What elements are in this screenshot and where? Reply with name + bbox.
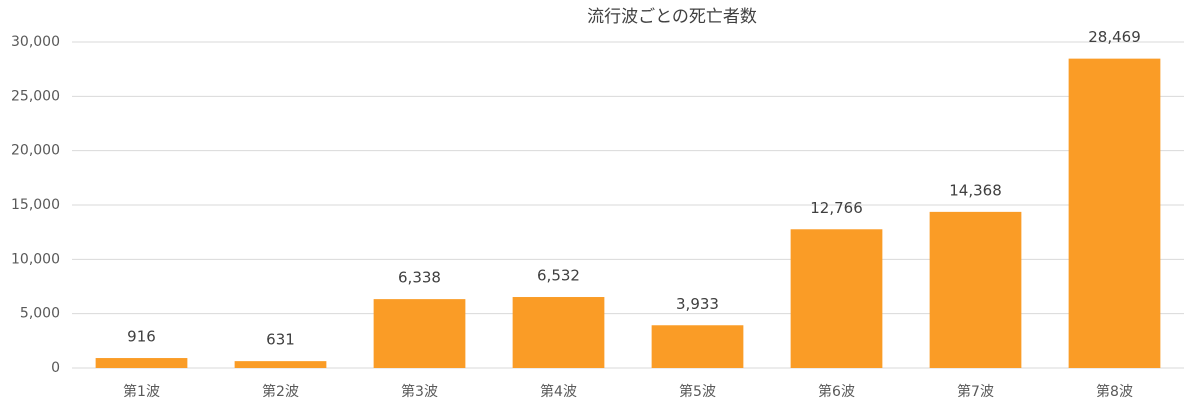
bar xyxy=(373,299,466,368)
bar xyxy=(929,211,1022,368)
bar xyxy=(512,297,605,368)
x-tick-label: 第5波 xyxy=(679,383,716,400)
y-tick-label: 20,000 xyxy=(11,143,60,159)
bar xyxy=(651,325,744,368)
value-label: 14,368 xyxy=(949,181,1002,199)
value-label: 916 xyxy=(127,328,156,346)
x-tick-label: 第7波 xyxy=(957,383,994,400)
x-tick-label: 第3波 xyxy=(401,383,438,400)
value-label: 3,933 xyxy=(676,295,719,313)
x-tick-label: 第2波 xyxy=(262,383,299,400)
x-tick-label: 第4波 xyxy=(540,383,577,400)
bar xyxy=(1068,58,1161,368)
value-label: 12,766 xyxy=(810,199,863,217)
value-label: 6,338 xyxy=(398,269,441,287)
value-label: 6,532 xyxy=(537,267,580,285)
bar xyxy=(234,361,327,368)
x-tick-label: 第6波 xyxy=(818,383,855,400)
y-tick-label: 10,000 xyxy=(11,251,60,267)
y-tick-label: 5,000 xyxy=(20,306,60,322)
y-tick-label: 0 xyxy=(51,360,60,376)
y-tick-label: 15,000 xyxy=(11,197,60,213)
value-label: 631 xyxy=(266,331,295,349)
y-tick-label: 30,000 xyxy=(11,34,60,50)
value-label: 28,469 xyxy=(1088,28,1141,46)
y-tick-label: 25,000 xyxy=(11,88,60,104)
bar xyxy=(790,229,883,368)
x-tick-label: 第1波 xyxy=(123,383,160,400)
bar xyxy=(95,358,188,368)
chart-title: 流行波ごとの死亡者数 xyxy=(587,7,757,27)
x-tick-label: 第8波 xyxy=(1096,383,1133,400)
